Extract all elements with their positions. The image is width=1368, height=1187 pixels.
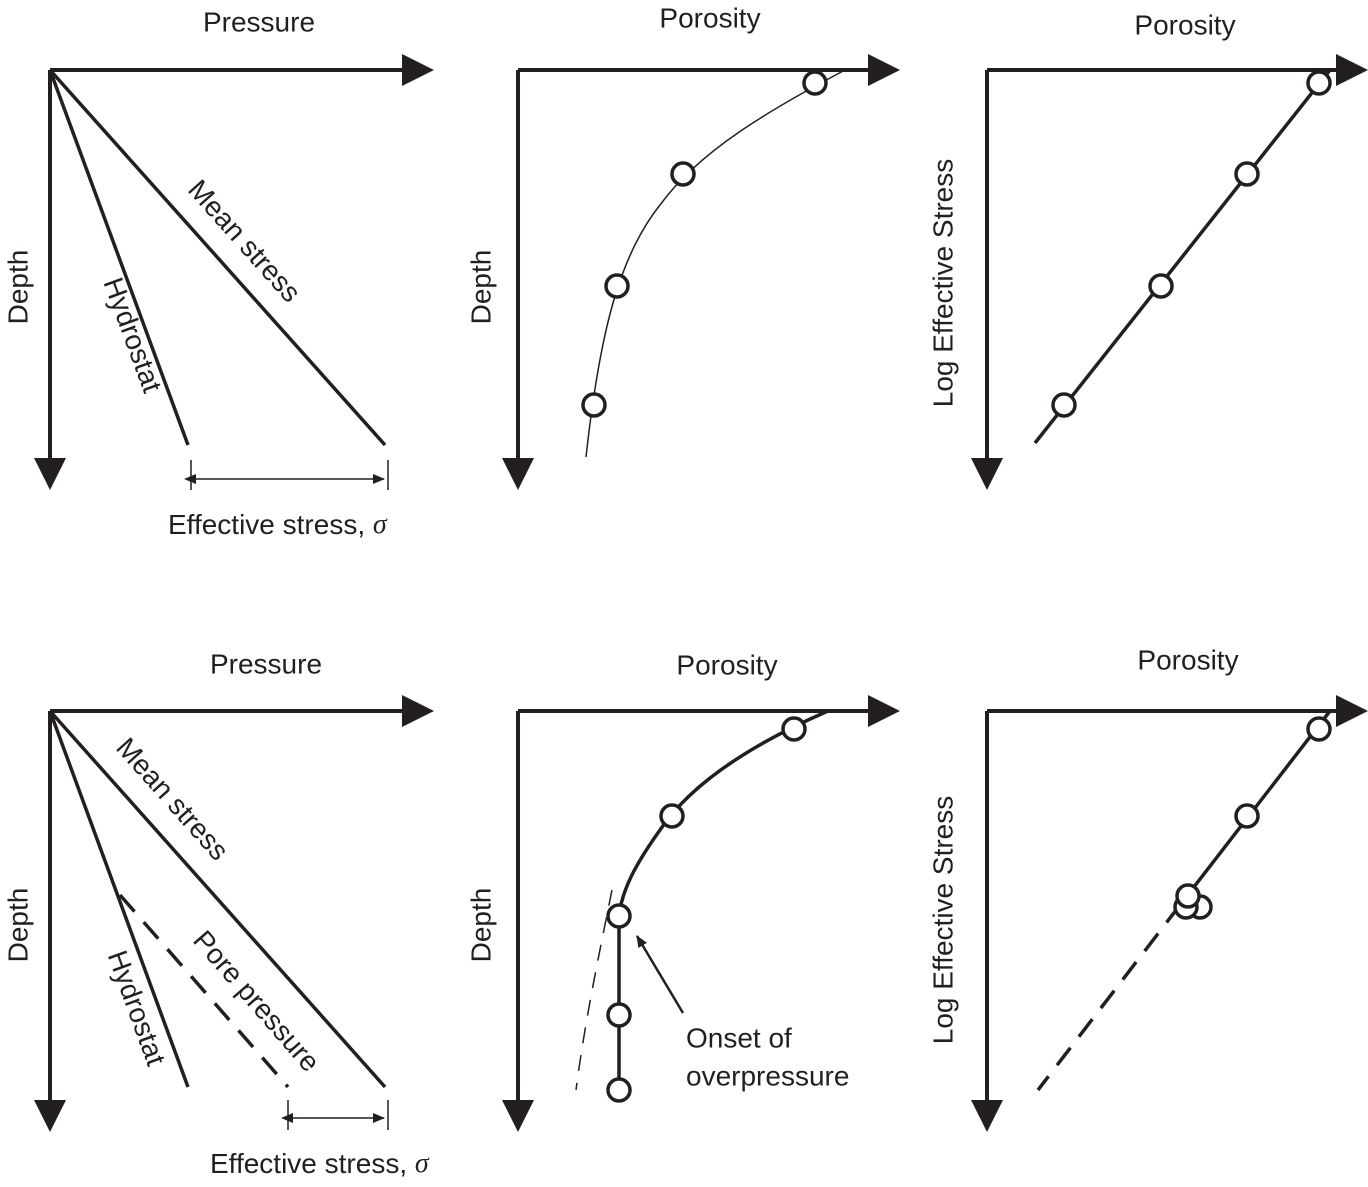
title: Pressure — [210, 648, 322, 679]
x-note: Effective stress, σ — [210, 1148, 430, 1179]
y-label: Depth — [2, 888, 33, 963]
data-point — [1306, 70, 1332, 96]
data-point — [781, 716, 807, 742]
x-note-text: Effective stress, — [168, 509, 365, 540]
trend-curve — [585, 69, 846, 458]
data-point — [581, 392, 607, 418]
line-label: Hydrostat — [102, 946, 172, 1069]
normal-trend — [575, 889, 613, 1091]
title: Porosity — [1134, 9, 1235, 40]
annotation: Onset of — [686, 1022, 792, 1053]
panel: Porosity Depth Onset of overpressure — [465, 649, 900, 1132]
x-note: Effective stress, σ — [168, 509, 388, 540]
data-point — [1234, 161, 1260, 187]
hydrostat-line — [48, 710, 190, 1088]
data-point — [1234, 803, 1260, 829]
data-point — [659, 803, 685, 829]
y-label: Depth — [465, 888, 496, 963]
data-point — [1306, 716, 1332, 742]
mean-stress-line — [48, 68, 387, 447]
line-label: Hydrostat — [97, 273, 168, 396]
data-point — [606, 1077, 632, 1103]
title: Pressure — [203, 6, 315, 37]
x-note-symbol: σ — [415, 1148, 430, 1179]
title: Porosity — [676, 649, 777, 680]
title: Porosity — [659, 2, 760, 33]
y-label: Log Effective Stress — [927, 159, 958, 408]
panel: Porosity Log Effective Stress — [927, 9, 1368, 490]
line-label: Pore pressure — [187, 924, 326, 1077]
y-label: Depth — [465, 250, 496, 325]
y-label: Depth — [2, 250, 33, 325]
panel: Pressure Depth Mean stress Hydrostat Eff… — [2, 6, 434, 540]
panel: Porosity Depth — [465, 2, 900, 490]
data-point — [606, 903, 632, 929]
data-point — [606, 1002, 632, 1028]
data-point — [1175, 883, 1201, 909]
data-point — [1148, 273, 1174, 299]
x-note-symbol: σ — [373, 509, 388, 540]
hydrostat-line — [48, 69, 190, 446]
data-point — [670, 161, 696, 187]
data-point — [604, 273, 630, 299]
panel: Porosity Log Effective Stress — [927, 644, 1368, 1132]
pointer-arrow — [635, 935, 685, 1014]
panel: Pressure Depth Mean stress Pore pressure… — [2, 648, 434, 1179]
data-point — [802, 70, 828, 96]
data-point — [1051, 392, 1077, 418]
trend-line — [1033, 68, 1332, 445]
annotation: overpressure — [686, 1060, 849, 1091]
x-note-text: Effective stress, — [210, 1148, 407, 1179]
pore-pressure-line — [118, 893, 290, 1089]
normal-trend — [1036, 903, 1182, 1092]
title: Porosity — [1137, 644, 1238, 675]
mean-stress-line — [48, 709, 387, 1089]
y-label: Log Effective Stress — [927, 796, 958, 1045]
